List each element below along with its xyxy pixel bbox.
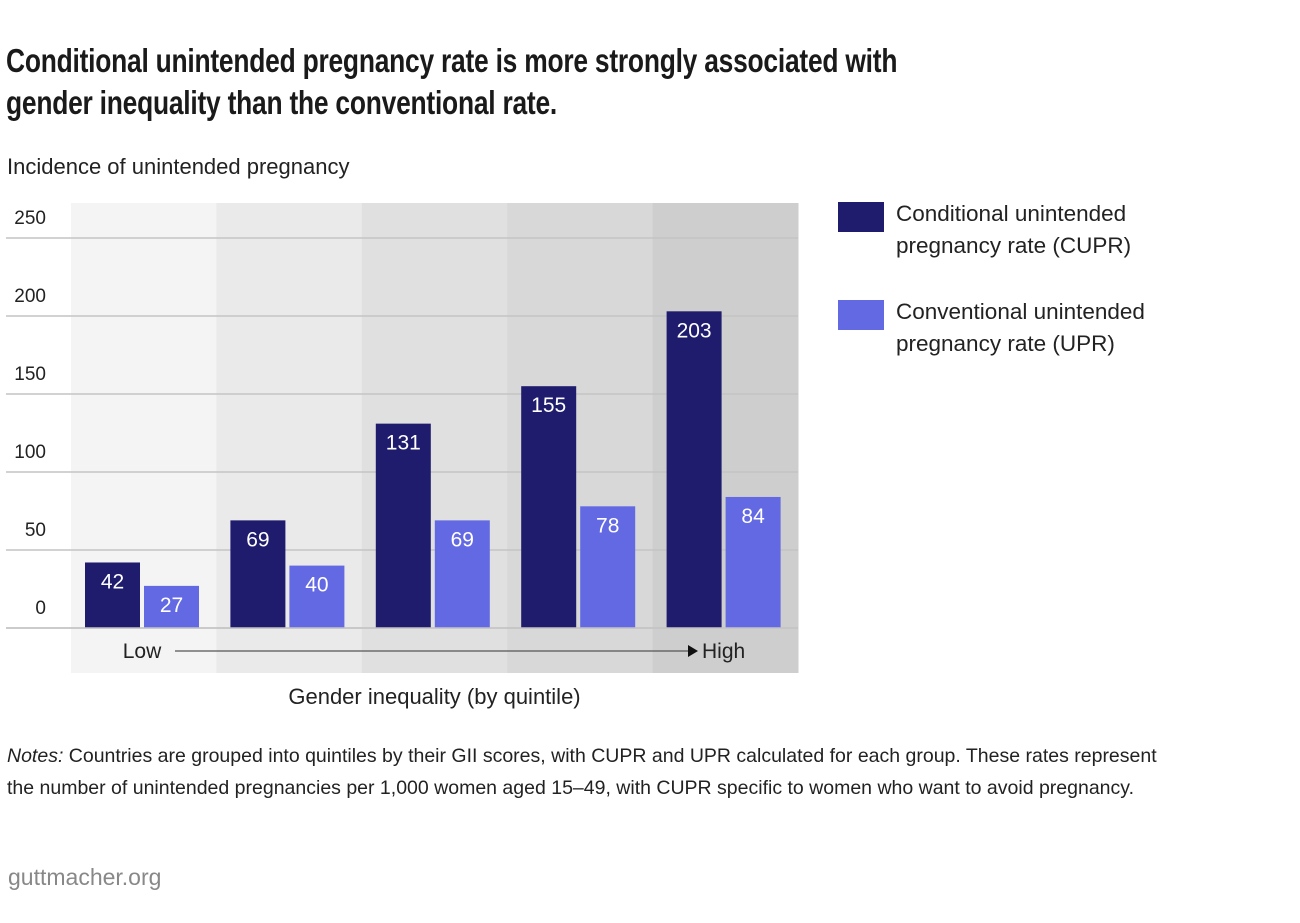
data-label: 78 — [596, 514, 619, 537]
data-label: 40 — [305, 574, 328, 597]
x-axis-label: Gender inequality (by quintile) — [288, 684, 581, 709]
bar-upr — [580, 506, 636, 628]
data-label: 69 — [451, 528, 474, 551]
notes-text: Countries are grouped into quintiles by … — [7, 745, 1157, 799]
x-high-label: High — [702, 640, 745, 663]
bar-upr — [434, 520, 490, 628]
bar-cupr — [85, 562, 140, 628]
bar-upr — [289, 565, 345, 628]
data-label: 203 — [677, 319, 712, 342]
legend-label-upr: Conventional unintended pregnancy rate (… — [896, 299, 1145, 356]
source-credit: guttmacher.org — [8, 864, 162, 890]
legend-swatch-cupr — [838, 202, 884, 232]
bar-upr — [144, 585, 199, 628]
bar-cupr — [375, 423, 431, 628]
y-tick-label: 200 — [14, 286, 46, 307]
y-tick-label: 150 — [14, 364, 46, 385]
y-tick-label: 50 — [25, 520, 46, 541]
data-label: 155 — [531, 394, 566, 417]
data-label: 69 — [246, 528, 269, 551]
arrowhead-icon — [688, 645, 698, 657]
data-label: 131 — [386, 432, 421, 455]
notes-label: Notes: — [7, 745, 64, 767]
data-label: 84 — [741, 505, 765, 528]
y-axis-label: Incidence of unintended pregnancy — [7, 154, 350, 179]
bar-cupr — [521, 386, 577, 628]
bar-chart: 0 50 100 150 200 250 42 69 131 155 203 27 40 69 78 84 Lo… — [6, 203, 799, 673]
data-label: 27 — [160, 594, 183, 617]
y-tick-label: 100 — [14, 442, 46, 463]
legend-swatch-upr — [838, 300, 884, 330]
x-low-label: Low — [123, 640, 162, 663]
bar-upr — [725, 496, 781, 628]
legend-label-cupr: Conditional unintended pregnancy rate (C… — [896, 201, 1132, 258]
y-tick-label: 0 — [35, 598, 46, 619]
data-label: 42 — [101, 570, 124, 593]
bar-cupr — [666, 311, 722, 628]
notes: Notes: Countries are grouped into quinti… — [7, 740, 1187, 804]
bar-cupr — [230, 520, 286, 628]
chart-title: Conditional unintended pregnancy rate is… — [6, 42, 898, 121]
y-tick-label: 250 — [14, 208, 46, 229]
